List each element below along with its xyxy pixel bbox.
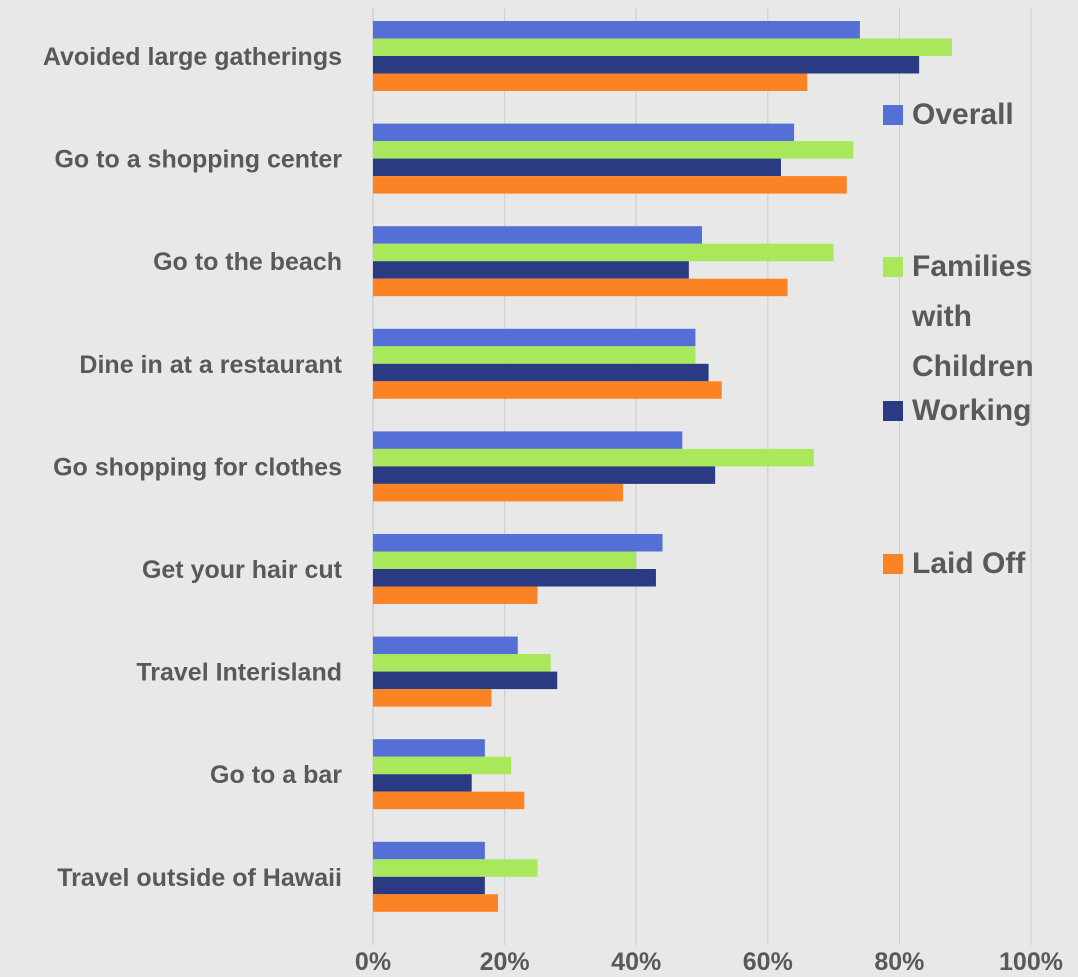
- category-label: Get your hair cut: [142, 556, 343, 584]
- bar-overall-go-to-the-beach: [373, 226, 702, 244]
- x-tick-label: 100%: [999, 948, 1063, 976]
- bar-laid-off-dine-in-at-a-restaurant: [373, 381, 722, 399]
- legend-label: Working: [912, 394, 1032, 427]
- legend-label: Overall: [912, 98, 1014, 131]
- bar-laid-off-go-shopping-for-clothes: [373, 483, 624, 502]
- bar-overall-dine-in-at-a-restaurant: [373, 328, 696, 347]
- legend-swatch-laid-off: [883, 554, 903, 574]
- bars: [373, 21, 953, 912]
- bar-working-go-to-a-bar: [373, 774, 472, 792]
- legend-swatch-families-with-children: [883, 257, 903, 277]
- bar-laid-off-get-your-hair-cut: [373, 586, 538, 604]
- category-labels: Avoided large gatherings Go to a shopping…: [43, 43, 343, 892]
- bar-working-avoided-large-gatherings: [373, 56, 920, 74]
- bar-families-with-children-get-your-hair-cut: [373, 551, 637, 569]
- bar-overall-go-shopping-for-clothes: [373, 431, 683, 449]
- bar-laid-off-go-to-a-bar: [373, 791, 525, 810]
- category-label: Travel Interisland: [136, 659, 342, 687]
- legend-item-families-with-children: Families with Children: [883, 248, 1053, 392]
- category-label: Avoided large gatherings: [43, 43, 342, 71]
- bar-working-go-to-a-shopping-center: [373, 158, 781, 177]
- bar-working-dine-in-at-a-restaurant: [373, 363, 709, 382]
- legend-item-overall: Overall: [883, 96, 1014, 140]
- bar-overall-avoided-large-gatherings: [373, 21, 860, 39]
- bar-working-go-shopping-for-clothes: [373, 466, 716, 484]
- legend-swatch-overall: [883, 105, 903, 125]
- bar-laid-off-avoided-large-gatherings: [373, 73, 808, 91]
- category-label: Travel outside of Hawaii: [57, 864, 342, 892]
- legend-item-working: Working: [883, 392, 1031, 436]
- bar-families-with-children-go-to-a-bar: [373, 756, 512, 775]
- bar-overall-go-to-a-shopping-center: [373, 123, 795, 142]
- category-label: Go to the beach: [153, 248, 342, 276]
- bar-overall-travel-outside-of-hawaii: [373, 841, 485, 860]
- legend-swatch-working: [883, 401, 903, 421]
- bar-overall-travel-interisland: [373, 636, 518, 655]
- x-tick-label: 0%: [355, 948, 391, 976]
- bar-families-with-children-travel-interisland: [373, 654, 551, 672]
- x-tick-label: 20%: [480, 948, 530, 976]
- x-tick-label: 80%: [874, 948, 924, 976]
- legend-label: Families with Children: [912, 250, 1034, 383]
- bar-laid-off-travel-outside-of-hawaii: [373, 894, 499, 912]
- bar-overall-get-your-hair-cut: [373, 534, 663, 552]
- bar-overall-go-to-a-bar: [373, 739, 485, 757]
- bar-laid-off-go-to-a-shopping-center: [373, 176, 847, 194]
- x-tick-label: 40%: [611, 948, 661, 976]
- bar-families-with-children-dine-in-at-a-restaurant: [373, 346, 696, 364]
- bar-working-travel-outside-of-hawaii: [373, 876, 485, 895]
- x-tick-label: 60%: [743, 948, 793, 976]
- category-label: Go to a shopping center: [54, 146, 342, 174]
- bar-laid-off-go-to-the-beach: [373, 278, 788, 297]
- category-label: Dine in at a restaurant: [79, 351, 342, 379]
- x-tick-labels: 0% 20% 40% 60% 80% 100%: [355, 948, 1063, 976]
- bar-families-with-children-avoided-large-gatherings: [373, 38, 953, 56]
- bar-families-with-children-go-to-the-beach: [373, 243, 834, 262]
- legend-item-laid-off: Laid Off: [883, 545, 1025, 589]
- category-label: Go shopping for clothes: [53, 453, 342, 481]
- category-label: Go to a bar: [210, 761, 342, 789]
- bar-working-get-your-hair-cut: [373, 569, 656, 587]
- bar-working-travel-interisland: [373, 671, 558, 690]
- bar-laid-off-travel-interisland: [373, 689, 492, 707]
- legend-label: Laid Off: [912, 547, 1026, 580]
- bar-families-with-children-go-to-a-shopping-center: [373, 141, 854, 159]
- bar-families-with-children-travel-outside-of-hawaii: [373, 859, 538, 877]
- bar-working-go-to-the-beach: [373, 261, 689, 279]
- bar-families-with-children-go-shopping-for-clothes: [373, 448, 814, 467]
